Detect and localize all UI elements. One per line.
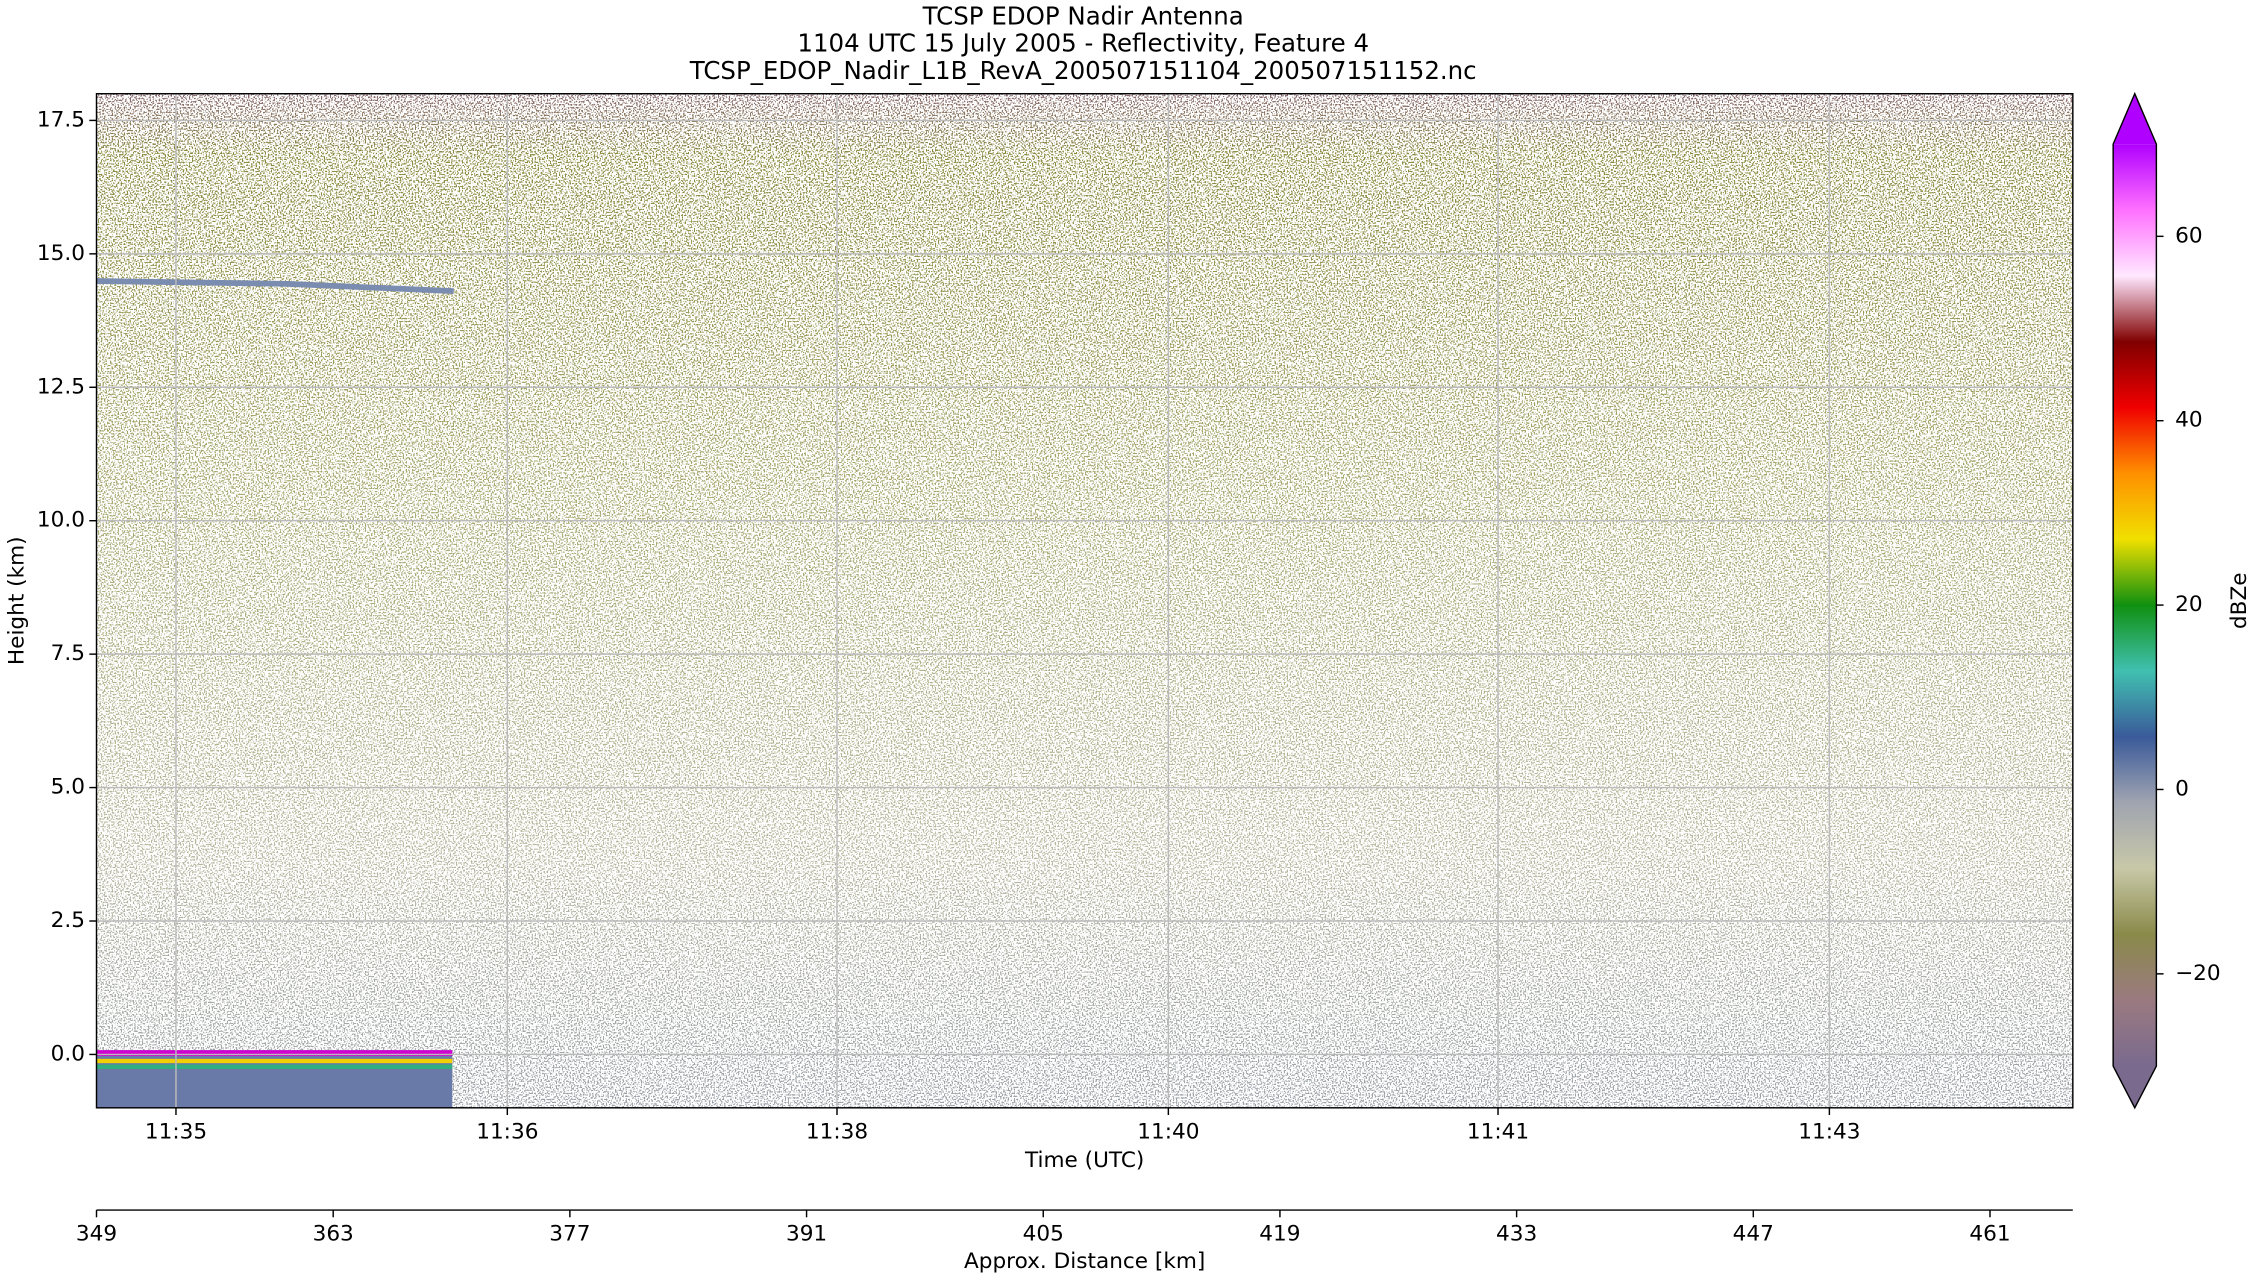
x2-tick-label: 419 <box>1259 1222 1300 1247</box>
x2-tick-label: 391 <box>786 1222 827 1247</box>
x-tick-label: 11:43 <box>1798 1119 1860 1144</box>
title: 1104 UTC 15 July 2005 - Reflectivity, Fe… <box>797 29 1369 58</box>
colorbar <box>2113 144 2157 1067</box>
y-tick-label: 10.0 <box>37 508 85 533</box>
x2-tick-label: 363 <box>313 1222 354 1247</box>
colorbar-tick-label: 60 <box>2175 223 2202 248</box>
title: TCSP EDOP Nadir Antenna <box>922 1 1244 30</box>
colorbar-frame <box>2112 91 2158 1110</box>
y-tick-label: 5.0 <box>51 775 85 800</box>
x2-tick-label: 377 <box>549 1222 590 1247</box>
colorbar-tick-label: 40 <box>2175 408 2202 433</box>
x-tick-label: 11:40 <box>1137 1119 1199 1144</box>
x-tick-label: 11:41 <box>1467 1119 1529 1144</box>
x-tick-label: 11:36 <box>476 1119 538 1144</box>
y-axis-label: Height (km) <box>4 536 29 665</box>
colorbar-label: dBZe <box>2227 572 2250 629</box>
y-tick-label: 12.5 <box>37 374 85 399</box>
reflectivity-field <box>96 93 2073 1108</box>
aircraft-echo <box>96 278 454 294</box>
plot-frame <box>95 93 2074 1109</box>
title: TCSP_EDOP_Nadir_L1B_RevA_200507151104_20… <box>689 56 1477 85</box>
y-tick-label: 15.0 <box>37 241 85 266</box>
x2-tick-label: 447 <box>1733 1222 1774 1247</box>
x-tick-label: 11:38 <box>806 1119 868 1144</box>
y-tick-label: 0.0 <box>51 1041 85 1066</box>
y-tick-label: 17.5 <box>37 107 85 132</box>
y-tick-label: 2.5 <box>51 908 85 933</box>
x2-tick-label: 349 <box>76 1222 117 1247</box>
surface-echo <box>96 1064 453 1069</box>
surface-echo <box>96 1058 453 1064</box>
x2-tick-label: 461 <box>1969 1222 2010 1247</box>
x2-tick-label: 405 <box>1023 1222 1064 1247</box>
colorbar-tick-label: 20 <box>2175 592 2202 617</box>
surface-echo <box>96 1050 453 1056</box>
x-axis-label: Time (UTC) <box>1024 1148 1144 1173</box>
y-tick-label: 7.5 <box>51 641 85 666</box>
x2-axis-label: Approx. Distance [km] <box>964 1249 1205 1274</box>
colorbar-extend-max <box>2113 93 2157 145</box>
x-tick-label: 11:35 <box>145 1119 207 1144</box>
colorbar-tick-label: 0 <box>2175 776 2189 801</box>
colorbar-tick-label: −20 <box>2175 961 2221 986</box>
x2-tick-label: 433 <box>1496 1222 1537 1247</box>
colorbar-extend-min <box>2113 1066 2157 1108</box>
